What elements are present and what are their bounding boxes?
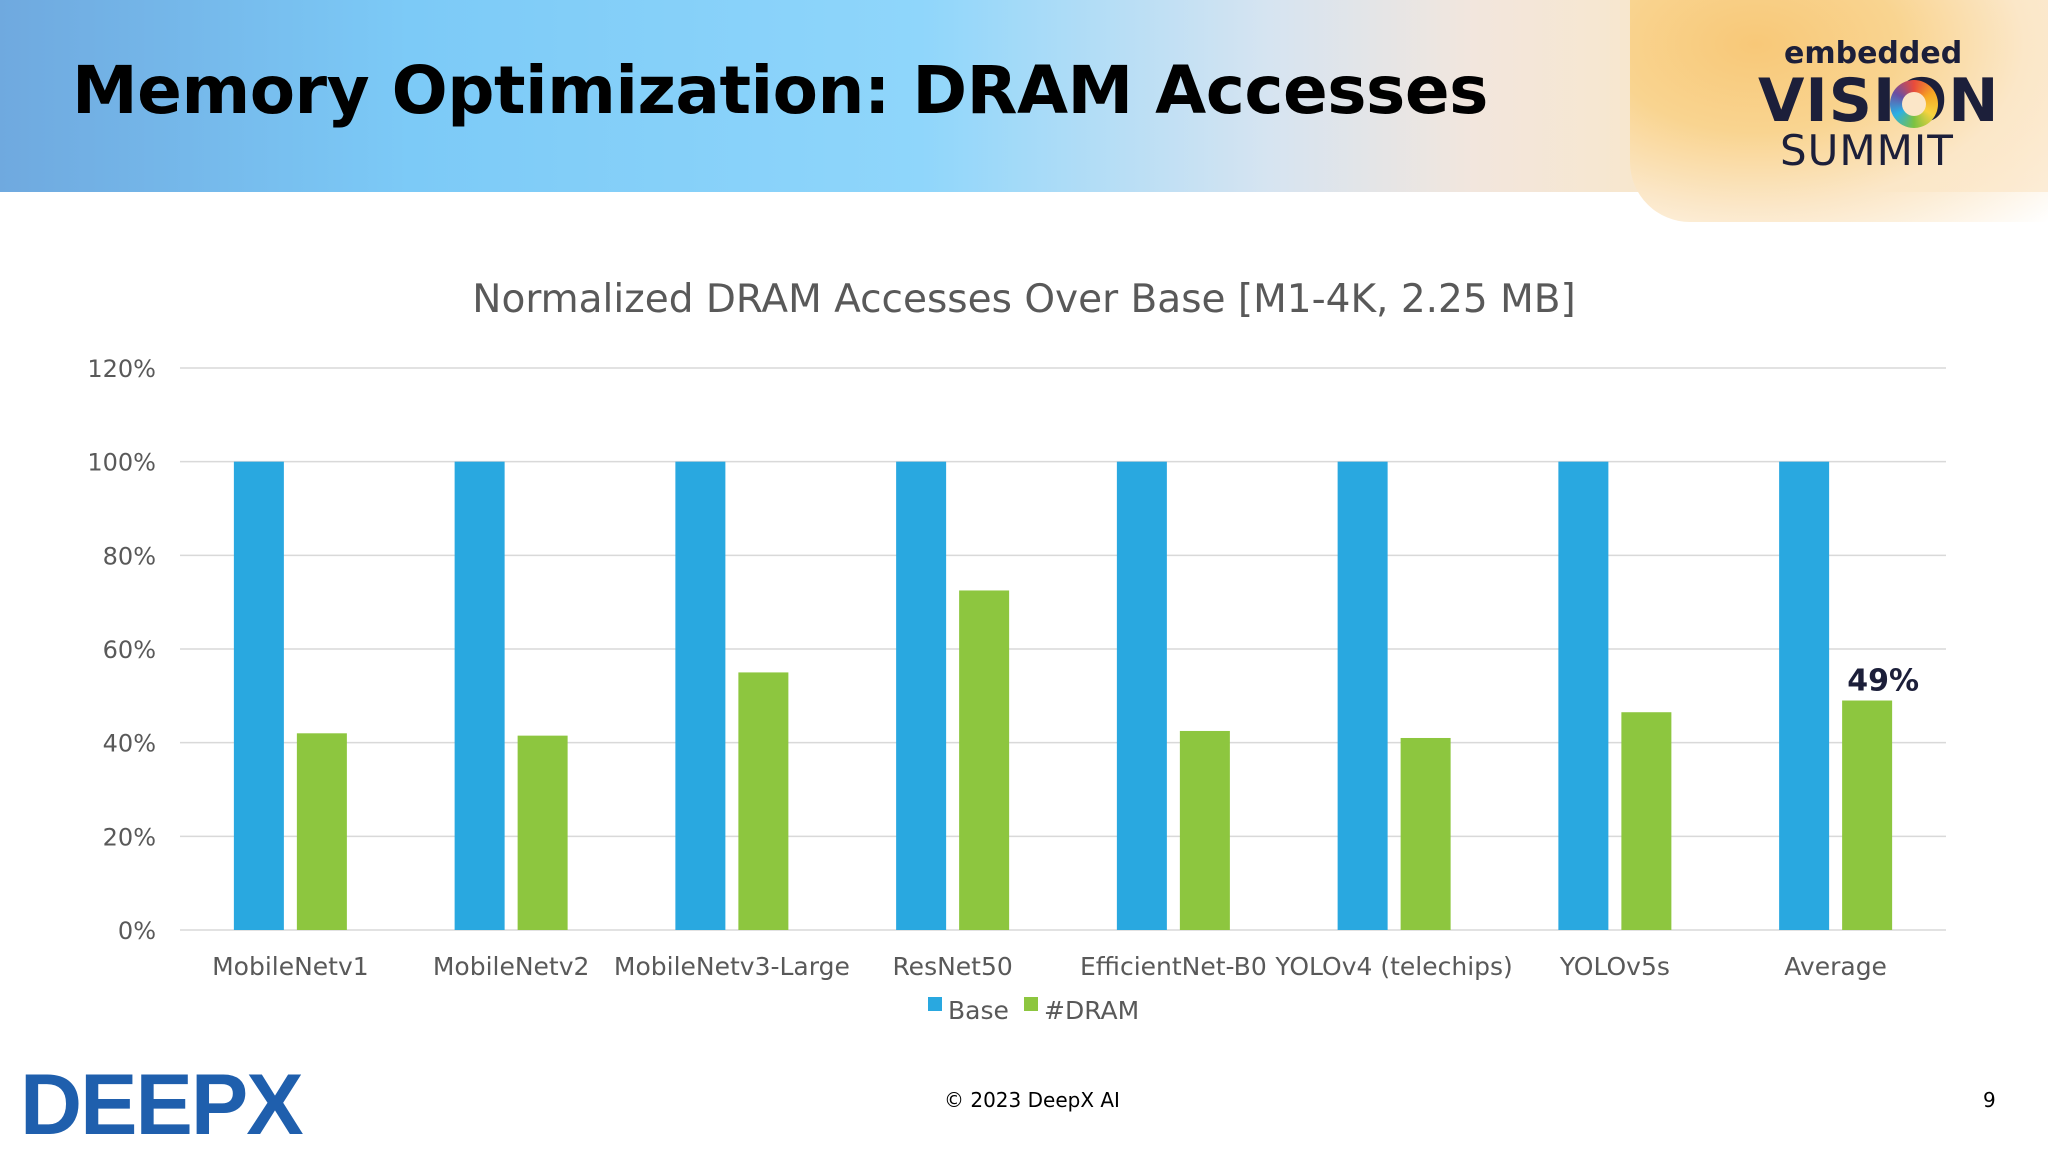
y-tick-label: 20% (103, 823, 156, 851)
x-category-label: ResNet50 (892, 952, 1012, 981)
deepx-logo: DEEPX (20, 1057, 304, 1153)
bar-chart: Normalized DRAM Accesses Over Base [M1-4… (87, 277, 1946, 1025)
page-number: 9 (1983, 1088, 1996, 1112)
logo-line-3: SUMMIT (1780, 126, 1954, 175)
bar-dram (738, 672, 789, 930)
footer-copyright: © 2023 DeepX AI (944, 1088, 1120, 1112)
bar-dram (1621, 712, 1672, 930)
x-category-label: MobileNetv2 (433, 952, 590, 981)
logo-ring-icon (1890, 80, 1938, 128)
bar-dram (296, 733, 347, 930)
bar-dram (517, 735, 568, 930)
legend-label-base: Base (948, 996, 1009, 1025)
x-category-label: MobileNetv1 (212, 952, 369, 981)
legend-swatch-base (928, 997, 942, 1011)
y-tick-label: 40% (103, 730, 156, 758)
chart-title: Normalized DRAM Accesses Over Base [M1-4… (472, 277, 1575, 322)
slide-title: Memory Optimization: DRAM Accesses (72, 52, 1488, 129)
legend-swatch-dram (1024, 997, 1038, 1011)
bar-base (1116, 461, 1167, 930)
bar-base (1337, 461, 1388, 930)
logo-line-2: VISION (1758, 66, 2000, 136)
y-tick-label: 100% (87, 449, 156, 477)
bar-base (1779, 461, 1830, 930)
x-category-label: EfficientNet-B0 (1080, 952, 1267, 981)
bar-base (896, 461, 947, 930)
y-tick-label: 0% (118, 917, 156, 945)
bar-base (454, 461, 505, 930)
embedded-vision-summit-logo: embedded VISION SUMMIT (1752, 36, 1999, 176)
x-category-label: YOLOv4 (telechips) (1274, 952, 1512, 981)
bar-base (675, 461, 726, 930)
legend-label-dram: #DRAM (1044, 996, 1139, 1025)
x-category-label: MobileNetv3-Large (614, 952, 850, 981)
logo-line-1: embedded (1784, 36, 1963, 71)
x-category-label: Average (1784, 952, 1887, 981)
bar-dram (959, 590, 1010, 930)
bar-base (233, 461, 284, 930)
data-label-average: 49% (1847, 664, 1919, 699)
bar-dram (1179, 730, 1230, 930)
bar-dram (1400, 737, 1451, 930)
y-tick-label: 120% (87, 355, 156, 383)
y-tick-label: 80% (103, 542, 156, 570)
y-tick-label: 60% (103, 636, 156, 664)
x-category-label: YOLOv5s (1559, 952, 1670, 981)
bar-dram (1842, 700, 1893, 930)
header-decoration (1630, 0, 2048, 222)
bar-base (1558, 461, 1609, 930)
